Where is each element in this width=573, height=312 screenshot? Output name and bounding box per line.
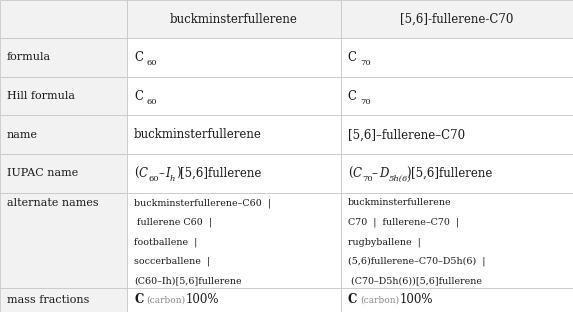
Text: buckminsterfullerene: buckminsterfullerene [134, 128, 262, 141]
Text: footballene  |: footballene | [134, 237, 198, 246]
Text: IUPAC name: IUPAC name [7, 168, 78, 178]
Text: 5h(6): 5h(6) [389, 175, 411, 183]
Text: (: ( [134, 167, 139, 180]
Text: [5,6]fullerene: [5,6]fullerene [411, 167, 492, 180]
Bar [341, 115, 573, 154]
Text: 70: 70 [363, 175, 374, 183]
Text: C: C [352, 167, 362, 180]
Text: (carbon): (carbon) [360, 295, 399, 305]
Text: 60: 60 [149, 175, 159, 183]
Text: ): ) [406, 167, 411, 180]
Text: formula: formula [7, 52, 51, 62]
Text: 70: 70 [360, 59, 371, 67]
Text: ): ) [176, 167, 180, 180]
Text: alternate names: alternate names [7, 198, 99, 208]
Bar [127, 154, 341, 193]
Text: (C70–D5h(6))[5,6]fullerene: (C70–D5h(6))[5,6]fullerene [348, 276, 482, 285]
Text: C: C [348, 90, 357, 103]
Text: fullerene C60  |: fullerene C60 | [134, 218, 212, 227]
Bar [0, 77, 127, 115]
Text: name: name [7, 130, 38, 140]
Bar [127, 77, 341, 115]
Text: I: I [165, 167, 170, 180]
Text: C70  |  fullerene–C70  |: C70 | fullerene–C70 | [348, 218, 459, 227]
Bar [0, 115, 127, 154]
Text: soccerballene  |: soccerballene | [134, 256, 210, 266]
Text: buckminsterfullerene: buckminsterfullerene [170, 12, 298, 26]
Text: h: h [170, 175, 175, 183]
Text: D: D [379, 167, 388, 180]
Text: buckminsterfullerene: buckminsterfullerene [348, 198, 452, 207]
Text: [5,6]–fullerene–C70: [5,6]–fullerene–C70 [348, 128, 465, 141]
Text: 60: 60 [147, 59, 157, 67]
Text: C: C [134, 90, 143, 103]
Bar [127, 115, 341, 154]
Bar [127, 38, 341, 77]
Bar [341, 0, 573, 38]
Text: –: – [372, 167, 378, 180]
Text: C: C [348, 51, 357, 64]
Bar [0, 193, 127, 288]
Text: 70: 70 [360, 98, 371, 106]
Bar [341, 288, 573, 312]
Text: C: C [134, 294, 143, 306]
Bar [127, 193, 341, 288]
Text: C: C [139, 167, 148, 180]
Bar [0, 38, 127, 77]
Text: (5,6)fullerene–C70–D5h(6)  |: (5,6)fullerene–C70–D5h(6) | [348, 256, 485, 266]
Text: 100%: 100% [399, 294, 433, 306]
Bar [127, 0, 341, 38]
Bar [0, 288, 127, 312]
Text: (: ( [348, 167, 352, 180]
Text: mass fractions: mass fractions [7, 295, 89, 305]
Text: (C60–Ih)[5,6]fullerene: (C60–Ih)[5,6]fullerene [134, 276, 242, 285]
Bar [341, 193, 573, 288]
Text: –: – [158, 167, 164, 180]
Bar [127, 288, 341, 312]
Bar [341, 38, 573, 77]
Text: C: C [348, 294, 357, 306]
Text: C: C [134, 51, 143, 64]
Bar [0, 0, 127, 38]
Bar [0, 154, 127, 193]
Bar [341, 77, 573, 115]
Text: 100%: 100% [186, 294, 219, 306]
Text: rugbyballene  |: rugbyballene | [348, 237, 421, 246]
Text: (carbon): (carbon) [147, 295, 186, 305]
Text: [5,6]fullerene: [5,6]fullerene [180, 167, 262, 180]
Text: buckminsterfullerene–C60  |: buckminsterfullerene–C60 | [134, 198, 271, 208]
Bar [341, 154, 573, 193]
Text: [5,6]-fullerene-C70: [5,6]-fullerene-C70 [401, 12, 513, 26]
Text: Hill formula: Hill formula [7, 91, 75, 101]
Text: 60: 60 [147, 98, 157, 106]
